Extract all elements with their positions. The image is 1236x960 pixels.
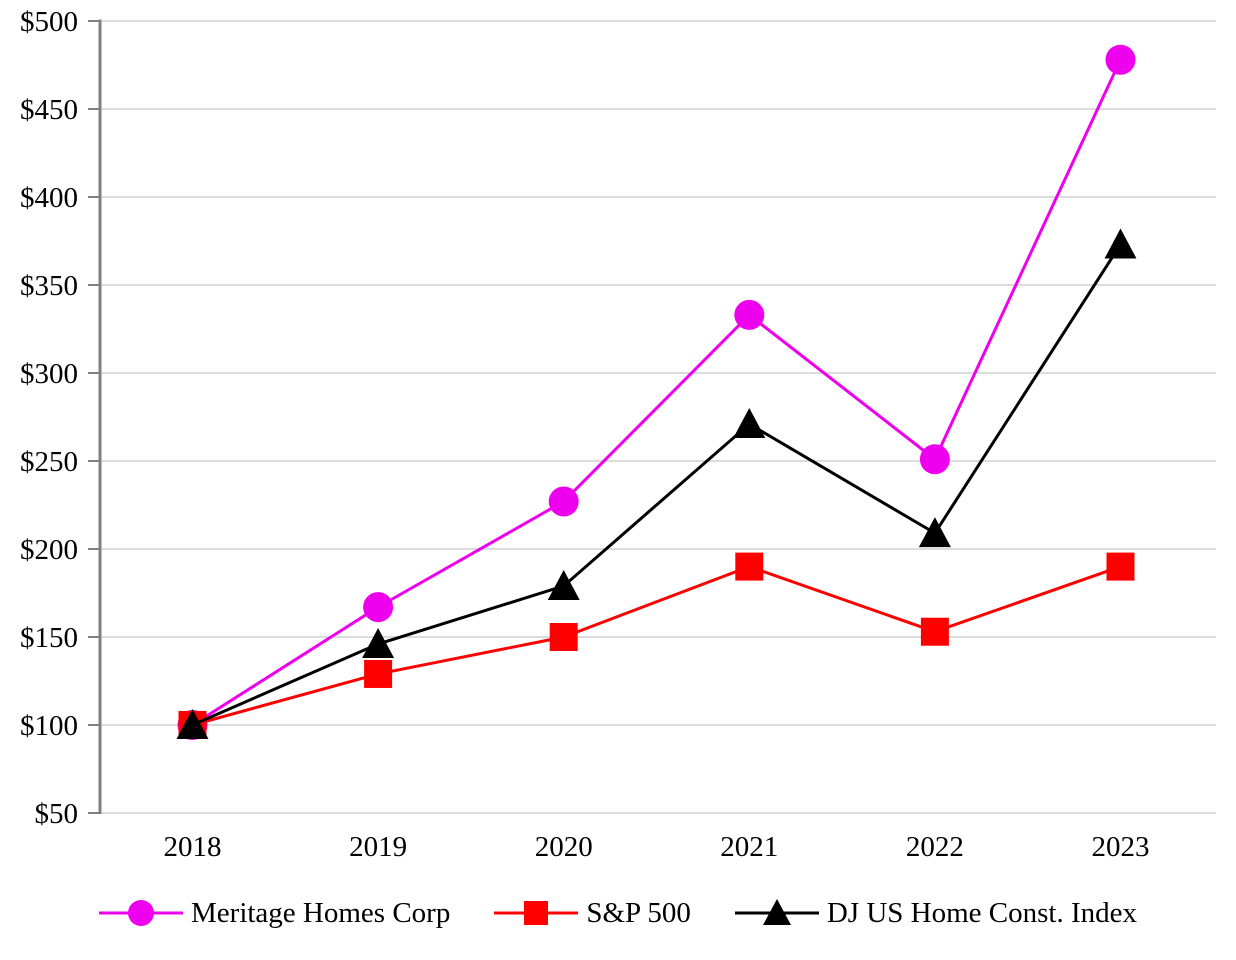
legend-label-sp-500: S&P 500 bbox=[586, 897, 691, 929]
triangle-marker-icon bbox=[734, 899, 819, 925]
legend-item-dj-us-home-const-index: DJ US Home Const. Index bbox=[734, 896, 1137, 930]
legend-label-meritage-homes-corp: Meritage Homes Corp bbox=[191, 897, 451, 929]
square-marker-icon bbox=[494, 901, 579, 925]
svg-text:$50: $50 bbox=[35, 798, 79, 830]
svg-text:$100: $100 bbox=[20, 710, 78, 742]
svg-text:$250: $250 bbox=[20, 446, 78, 478]
chart-legend: Meritage Homes Corp S&P 500 DJ US Home C… bbox=[0, 896, 1236, 930]
legend-item-meritage-homes-corp: Meritage Homes Corp bbox=[99, 896, 450, 930]
svg-text:$400: $400 bbox=[20, 182, 78, 214]
svg-text:2021: 2021 bbox=[720, 831, 778, 863]
circle-marker-icon bbox=[99, 900, 183, 926]
legend-item-sp-500: S&P 500 bbox=[494, 896, 691, 930]
svg-text:2023: 2023 bbox=[1092, 831, 1150, 863]
plot-area: $50 $100 $150 $200 $250 $300 $350 $400 $450 $500 2… bbox=[20, 6, 1216, 863]
svg-text:$350: $350 bbox=[20, 270, 78, 302]
svg-text:2022: 2022 bbox=[906, 831, 964, 863]
svg-text:$300: $300 bbox=[20, 358, 78, 390]
legend-label-dj-us-home-const-index: DJ US Home Const. Index bbox=[826, 897, 1137, 929]
svg-text:2020: 2020 bbox=[535, 831, 593, 863]
svg-text:$500: $500 bbox=[20, 6, 78, 38]
svg-text:2018: 2018 bbox=[164, 831, 222, 863]
svg-text:$450: $450 bbox=[20, 94, 78, 126]
svg-text:$200: $200 bbox=[20, 534, 78, 566]
svg-text:2019: 2019 bbox=[349, 831, 407, 863]
svg-text:$150: $150 bbox=[20, 622, 78, 654]
